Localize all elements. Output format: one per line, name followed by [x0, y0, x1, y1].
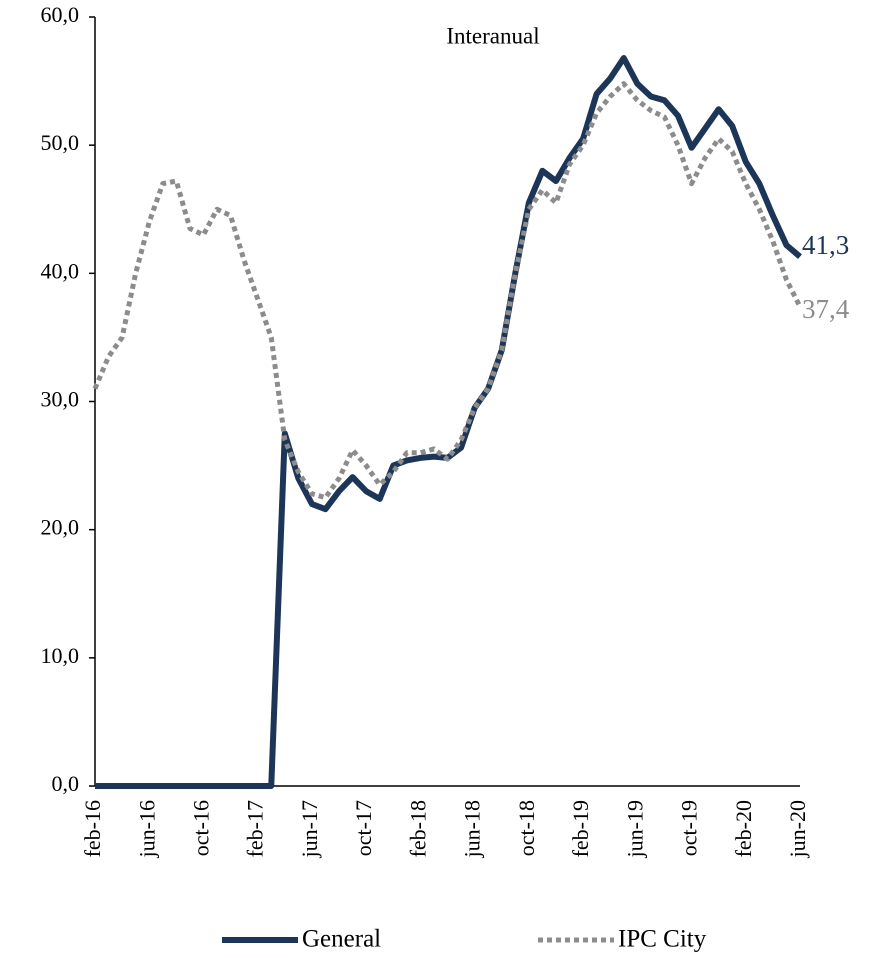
y-tick-label: 10,0 [41, 643, 80, 668]
x-tick-label: feb-18 [405, 800, 430, 857]
series-line [92, 81, 803, 501]
x-tick-label: jun-17 [297, 800, 322, 858]
legend-label: IPC City [618, 926, 707, 953]
x-tick-label: jun-18 [460, 800, 485, 858]
x-tick-label: oct-17 [351, 800, 376, 856]
y-tick-label: 50,0 [41, 130, 80, 155]
y-tick-label: 0,0 [52, 771, 80, 796]
x-tick-label: feb-17 [243, 800, 268, 857]
data-label: 37,4 [802, 294, 850, 324]
x-tick-label: oct-18 [514, 800, 539, 856]
data-label: 41,3 [802, 230, 849, 260]
y-tick-label: 60,0 [41, 2, 80, 27]
x-tick-label: feb-19 [568, 800, 593, 857]
x-tick-label: jun-19 [622, 800, 647, 858]
series-line [95, 55, 802, 789]
x-tick-label: feb-20 [731, 800, 756, 857]
x-tick-label: feb-16 [80, 800, 105, 857]
legend-label: General [302, 926, 381, 953]
y-tick-label: 20,0 [41, 515, 80, 540]
y-tick-label: 30,0 [41, 387, 80, 412]
chart-title: Interanual [446, 23, 539, 48]
x-tick-label: oct-16 [189, 800, 214, 856]
x-tick-label: jun-20 [785, 800, 810, 858]
x-tick-label: jun-16 [134, 800, 159, 858]
y-tick-label: 40,0 [41, 258, 80, 283]
x-tick-label: oct-19 [677, 800, 702, 856]
